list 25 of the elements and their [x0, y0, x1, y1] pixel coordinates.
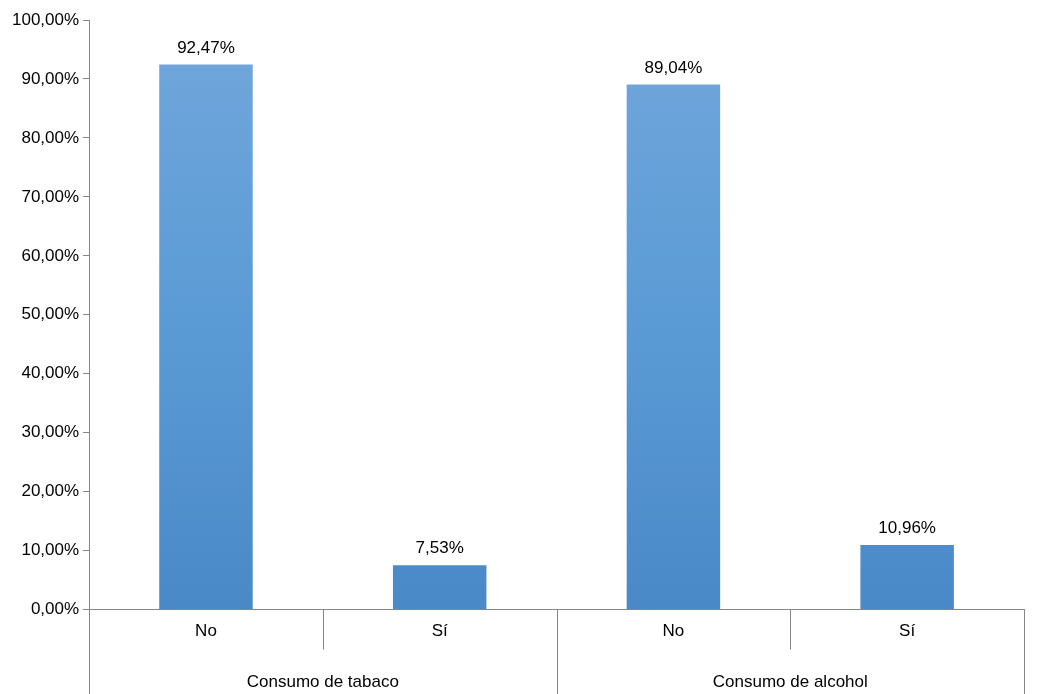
text: Consumo de alcohol	[712, 671, 868, 691]
x-tick-label: No	[195, 621, 217, 641]
y-tick-label: 60,00%	[21, 245, 80, 265]
y-tick-label: 10,00%	[21, 540, 80, 560]
bar	[860, 544, 954, 610]
y-tick-label: 20,00%	[21, 481, 80, 501]
y-tick-label: 100,00%	[11, 9, 80, 29]
data-label: 7,53%	[415, 538, 464, 558]
data-label: 89,04%	[644, 57, 703, 77]
y-tick-label: 70,00%	[21, 186, 80, 206]
x-tick-label: No	[662, 621, 685, 641]
x-tick-label: Sí	[899, 621, 916, 641]
bar	[626, 84, 721, 610]
y-tick-label: 0,00%	[30, 599, 80, 619]
y-tick-label: 50,00%	[21, 304, 80, 324]
y-tick-label: 80,00%	[21, 127, 80, 147]
data-label: 92,47%	[177, 37, 235, 57]
y-tick-label: 40,00%	[21, 363, 80, 383]
y-tick-label: 90,00%	[21, 68, 80, 88]
data-label: 10,96%	[878, 518, 936, 538]
x-tick-label: Sí	[431, 621, 448, 641]
bar	[159, 64, 253, 610]
y-tick-label: 30,00%	[21, 422, 80, 442]
bar	[392, 565, 487, 610]
text: Consumo de tabaco	[246, 671, 399, 691]
